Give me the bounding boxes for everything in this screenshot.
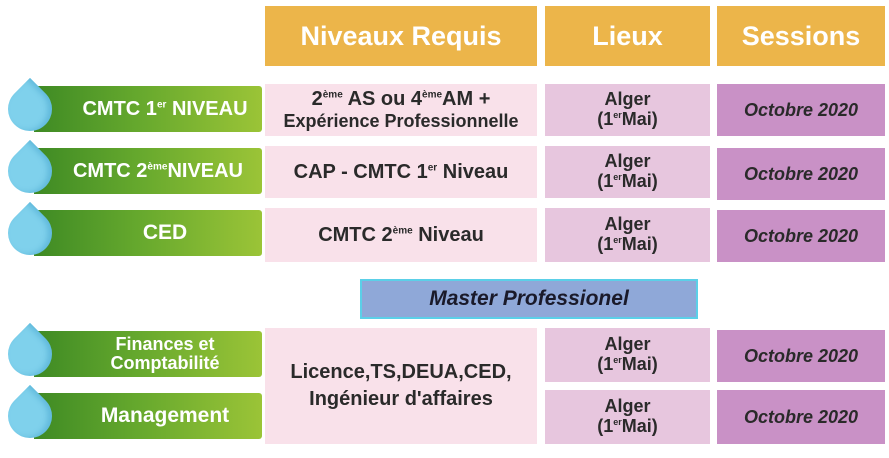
- program-row-management: Management: [0, 384, 265, 448]
- niveau-cell: CAP - CMTC 1er Niveau: [265, 146, 537, 198]
- lieu-cell: Alger (1erMai): [545, 146, 710, 198]
- session-cell: Octobre 2020: [717, 330, 885, 382]
- program-label: Management: [34, 393, 262, 439]
- lieu-cell: Alger (1erMai): [545, 84, 710, 136]
- program-label: CMTC 1er NIVEAU: [34, 86, 262, 132]
- session-cell: Octobre 2020: [717, 210, 885, 262]
- program-row-ced: CED: [0, 201, 265, 265]
- niveau-cell: 2ème AS ou 4èmeAM + Expérience Professio…: [265, 84, 537, 136]
- session-cell: Octobre 2020: [717, 84, 885, 136]
- program-label: Finances et Comptabilité: [34, 331, 262, 377]
- niveau-cell: CMTC 2ème Niveau: [265, 208, 537, 262]
- program-row-finances: Finances et Comptabilité: [0, 322, 265, 386]
- program-row-cmtc1: CMTC 1er NIVEAU: [0, 77, 265, 141]
- lieu-cell: Alger (1erMai): [545, 208, 710, 262]
- master-professionel-banner: Master Professionel: [360, 279, 698, 319]
- header-lieux: Lieux: [545, 6, 710, 66]
- session-cell: Octobre 2020: [717, 390, 885, 444]
- program-row-cmtc2: CMTC 2èmeNIVEAU: [0, 139, 265, 203]
- niveau-cell-master: Licence,TS,DEUA,CED, Ingénieur d'affaire…: [265, 328, 537, 444]
- program-label: CMTC 2èmeNIVEAU: [34, 148, 262, 194]
- header-niveaux-requis: Niveaux Requis: [265, 6, 537, 66]
- lieu-cell: Alger (1erMai): [545, 328, 710, 382]
- session-cell: Octobre 2020: [717, 148, 885, 200]
- lieu-cell: Alger (1erMai): [545, 390, 710, 444]
- program-label: CED: [34, 210, 262, 256]
- header-sessions: Sessions: [717, 6, 885, 66]
